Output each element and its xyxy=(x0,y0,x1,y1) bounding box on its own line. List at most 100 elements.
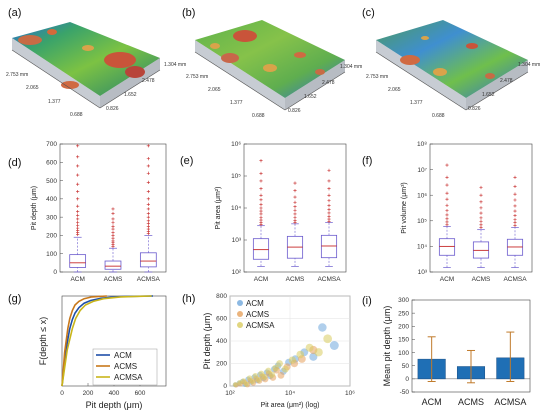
y-tick-label: 400 xyxy=(216,338,227,345)
surface-c-tick-6: 1.652 xyxy=(482,92,495,98)
box-outlier xyxy=(76,144,80,148)
scatter-plot-depth-vs-area: 0 200 400 600 800 10² 10⁴ 10⁶ ACM ACMS ACMSA Pit ar… xyxy=(202,293,355,409)
surface-plot-b xyxy=(194,20,346,111)
box-outlier xyxy=(513,204,517,208)
cdf-line-acmsa xyxy=(61,295,152,387)
box-outlier xyxy=(513,213,517,218)
box-outlier xyxy=(259,198,263,202)
box-outlier xyxy=(445,175,449,179)
scatter-point-acmsa xyxy=(249,378,256,385)
x-tick-label: ACM xyxy=(254,276,268,283)
scatter-point-acmsa xyxy=(288,356,297,364)
box-outlier xyxy=(259,187,263,191)
legend-label: ACMS xyxy=(114,362,137,371)
box-outlier xyxy=(76,210,80,214)
scatter-point-acmsa xyxy=(268,371,276,378)
x-tick-label: 600 xyxy=(135,390,146,397)
box-outlier xyxy=(327,168,331,172)
scatter-point-acmsa xyxy=(252,372,259,379)
box-outlier xyxy=(327,187,331,191)
box-acms xyxy=(104,260,122,270)
box-outlier xyxy=(513,192,517,196)
scatter-point-acm xyxy=(329,341,339,350)
scatter-point-acmsa xyxy=(261,373,268,381)
surface-a-tick-5: 2.478 xyxy=(142,78,155,84)
box-outlier xyxy=(445,213,449,217)
box-outlier xyxy=(76,217,80,221)
box-outlier xyxy=(513,175,517,179)
box-outlier xyxy=(259,209,263,213)
panel-label-e: (e) xyxy=(180,155,193,167)
surface-a-tick-4: 1.304 mm xyxy=(164,62,186,68)
box-outlier xyxy=(111,233,115,238)
box-outlier xyxy=(479,211,483,215)
y-tick-label: 100 xyxy=(398,350,409,357)
box-outlier xyxy=(76,197,80,201)
scatter-point-acmsa xyxy=(281,365,289,373)
scatter-point-acmsa xyxy=(323,334,333,344)
box-outlier xyxy=(513,198,517,202)
x-tick-label: 400 xyxy=(109,390,120,397)
scatter-point-acmsa xyxy=(243,381,250,387)
surface-c-tick-7: 0.826 xyxy=(468,106,481,112)
x-tick-label: ACM xyxy=(70,276,84,283)
surface-plot-c xyxy=(375,20,529,111)
box-outlier xyxy=(293,181,297,185)
box-outlier xyxy=(146,211,150,216)
scatter-point-acmsa xyxy=(232,382,238,388)
plot-frame-i xyxy=(411,299,531,393)
y-tick-label: 300 xyxy=(46,214,57,221)
box-outlier xyxy=(146,171,150,175)
box-outlier xyxy=(76,223,80,227)
surface-b-tick-2: 1.377 xyxy=(230,100,243,106)
box-outlier xyxy=(445,203,449,207)
y-tick-label: -50 xyxy=(400,389,410,396)
x-tick-label: ACMS xyxy=(286,276,305,283)
scatter-point-acm xyxy=(318,323,327,332)
box-acmsa xyxy=(139,252,157,268)
box-outlier xyxy=(327,193,331,197)
panel-label-b: (b) xyxy=(182,7,195,19)
x-tick-label: ACMSA xyxy=(494,397,526,407)
y-tick-label: 500 xyxy=(46,178,57,185)
surface-a-tick-6: 1.652 xyxy=(124,92,137,98)
box-acm xyxy=(252,238,270,260)
y-tick-label: 10⁷ xyxy=(417,167,427,174)
y-axis-label: Pit depth (μm) xyxy=(31,186,38,230)
box-outlier xyxy=(259,159,263,163)
box-outlier xyxy=(445,209,449,213)
surface-a-tick-2: 1.377 xyxy=(48,99,61,105)
box-outlier xyxy=(513,184,517,189)
legend-label: ACM xyxy=(246,299,264,308)
scatter-point-acmsa xyxy=(296,350,305,359)
box-outlier xyxy=(146,224,150,228)
box-outlier xyxy=(146,164,150,168)
box-outlier xyxy=(445,223,449,227)
box-outlier xyxy=(513,223,517,228)
cdf-plot-pit-depth: 0 200 400 600 ACM ACMS ACMSA Pit depth (μm) F(de… xyxy=(38,295,167,410)
legend-label: ACMSA xyxy=(246,321,275,330)
box-outlier xyxy=(479,223,483,227)
y-tick-label: 10⁶ xyxy=(231,141,241,148)
surface-b-tick-1: 2.065 xyxy=(208,87,221,93)
panel-label-d: (d) xyxy=(8,157,21,169)
scatter-point-acmsa xyxy=(255,376,262,383)
x-tick-label: ACM xyxy=(422,397,442,407)
y-tick-label: 200 xyxy=(216,361,227,368)
x-tick-label: ACMSA xyxy=(317,276,341,283)
box-outlier xyxy=(445,197,449,201)
box-outlier xyxy=(479,219,483,223)
box-outlier xyxy=(293,195,297,199)
surface-c-tick-0: 2.753 mm xyxy=(366,74,388,80)
box-outlier xyxy=(327,217,331,221)
panel-label-c: (c) xyxy=(362,7,375,19)
y-tick-label: 0 xyxy=(405,376,409,383)
box-outlier xyxy=(327,199,331,203)
box-outlier xyxy=(111,231,115,235)
box-outlier xyxy=(146,144,150,148)
scatter-point-acmsa xyxy=(314,348,323,357)
box-outlier xyxy=(513,209,517,213)
y-tick-label: 600 xyxy=(216,316,227,323)
surface-c-tick-1: 2.065 xyxy=(388,87,401,93)
